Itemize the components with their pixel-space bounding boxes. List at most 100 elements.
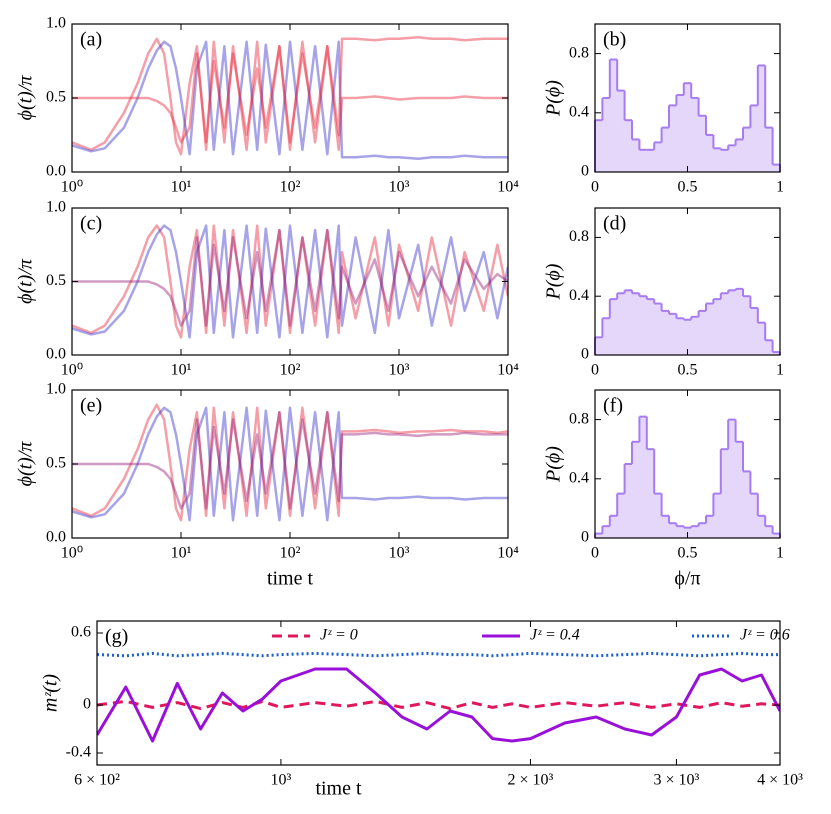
histogram-bar [669,523,677,538]
histogram-bar [624,120,632,172]
histogram-bar [765,127,773,172]
x-axis-label: time t [315,778,362,800]
histogram-bar [772,352,780,355]
x-tick-label: 10³ [389,545,410,562]
y-tick-label: 0.4 [569,103,589,120]
series-line [97,699,780,711]
y-tick-label: 0.0 [46,529,66,546]
histogram-bar [735,139,743,172]
x-axis-label: ϕ/π [674,568,700,590]
legend-label: Jᶻ = 0.6 [740,627,790,644]
series-line [72,410,508,510]
y-tick-label: 1.0 [46,15,66,32]
y-axis-label: P(ϕ) [543,80,565,117]
histogram-bar [632,139,640,172]
x-tick-label: 10⁴ [497,545,519,562]
series-line [72,36,508,144]
histogram-bar [713,148,721,172]
histogram-bar [654,493,662,538]
x-tick-label: 1 [776,179,784,196]
histogram-bar [706,303,714,355]
x-tick-label: 4 × 10³ [757,772,803,789]
histogram-bar [632,441,640,538]
histogram-bar [609,515,618,538]
y-tick-label: 0.8 [569,44,589,61]
histogram-bar [683,319,692,355]
panel-label: (c) [80,213,102,235]
histogram-bar [735,441,743,538]
legend-label: Jᶻ = 0.4 [530,627,580,644]
histogram-bar [646,149,655,172]
histogram-bar [602,526,610,538]
series-line [97,667,780,743]
histogram-bar [728,145,736,172]
x-tick-label: 0 [591,545,599,562]
x-tick-label: 0.5 [678,179,698,196]
histogram-bar [750,493,758,538]
histogram-bar [757,65,766,172]
y-tick-label: 0 [83,696,91,713]
panel-label: (e) [80,395,102,417]
histogram-bar [661,127,669,172]
histogram-bar [750,307,758,355]
y-tick-label: 0.8 [569,410,589,427]
histogram-bar [720,149,729,172]
y-tick-label: 0.4 [569,469,589,486]
x-tick-label: 10² [280,362,301,379]
histogram-bar [669,313,677,355]
x-tick-label: 1 [776,362,784,379]
histogram-bar [743,471,751,538]
histogram-bar [632,293,640,355]
histogram-bar [720,449,729,538]
x-tick-label: 0 [591,179,599,196]
x-tick-label: 10⁰ [61,545,83,562]
histogram-bar [757,322,766,355]
y-tick-label: 1.0 [46,381,66,398]
histogram-bar [624,464,632,538]
histogram-bar [669,105,677,172]
legend-label: Jᶻ = 0 [320,627,358,644]
histogram-bar [661,515,669,538]
histogram-bar [676,526,684,538]
x-tick-label: 10¹ [171,362,192,379]
series-line [72,224,508,339]
histogram-bar [765,526,773,538]
histogram-bar [639,416,647,538]
y-axis-label: mᶻ(t) [40,674,62,712]
histogram-bar [617,493,625,538]
x-tick-label: 2 × 10³ [508,772,554,789]
x-tick-label: 0.5 [678,362,698,379]
x-tick-label: 10⁴ [497,179,519,196]
histogram-bar [691,526,699,538]
y-tick-label: 1.0 [46,199,66,216]
histogram-bar [654,142,662,172]
axes-frame [96,620,781,766]
series-line [72,224,508,339]
histogram-bar [602,318,610,355]
histogram-bar [646,299,655,355]
histogram-bar [602,98,610,172]
series-line [72,228,508,327]
x-tick-label: 10⁰ [61,179,83,196]
histogram-bar [706,515,714,538]
y-tick-label: 0 [581,529,589,546]
x-tick-label: 10³ [271,772,292,789]
x-axis-label: time t [267,568,314,590]
histogram-bar [617,293,625,355]
histogram-bar [661,310,669,355]
histogram-bar [646,449,655,538]
histogram-bar [750,105,758,172]
panel-label: (a) [80,29,102,51]
x-tick-label: 10⁴ [497,362,519,379]
panel-label: (f) [603,395,623,417]
series-line [72,406,508,522]
x-tick-label: 10¹ [171,545,192,562]
y-tick-label: 0.0 [46,163,66,180]
histogram-bar [713,299,721,355]
histogram-bar [609,299,618,355]
histogram-bar [728,290,736,355]
histogram-bar [595,120,603,172]
series-line [72,37,508,156]
y-tick-label: 0 [581,163,589,180]
